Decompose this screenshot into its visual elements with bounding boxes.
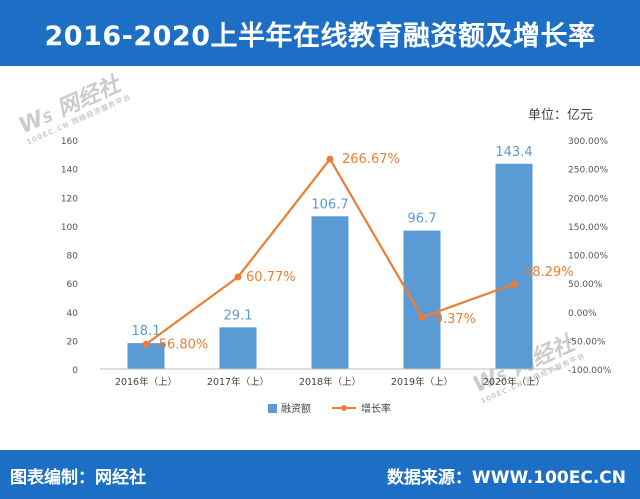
left-axis-tick-label: 140 bbox=[61, 166, 78, 176]
line-point bbox=[510, 280, 518, 288]
line-data-label: 266.67% bbox=[342, 152, 400, 167]
x-axis-tick-label: 2019年（上） bbox=[391, 376, 453, 388]
right-axis-tick-label: 100.00% bbox=[568, 252, 608, 262]
unit-label: 单位：亿元 bbox=[528, 108, 594, 123]
right-axis-tick-label: 300.00% bbox=[568, 137, 608, 147]
footer-source: 数据来源：WWW.100EC.CN bbox=[386, 468, 626, 488]
right-axis-tick-label: 250.00% bbox=[568, 166, 608, 176]
legend-bar-swatch bbox=[268, 404, 277, 413]
right-axis-tick-label: 200.00% bbox=[568, 194, 608, 204]
line-data-label: -9.37% bbox=[430, 312, 476, 327]
x-axis-tick-label: 2020年（上） bbox=[483, 376, 545, 388]
right-axis-tick-label: 150.00% bbox=[568, 223, 608, 233]
bar bbox=[311, 216, 349, 369]
line-data-label: 60.77% bbox=[246, 270, 296, 285]
line-data-label: 48.29% bbox=[524, 265, 574, 280]
chart-title: 2016-2020上半年在线教育融资额及增长率 bbox=[44, 20, 596, 52]
left-axis-tick-label: 20 bbox=[67, 337, 79, 347]
x-axis: 2016年（上） 2017年（上） 2018年（上） 2019年（上） 2020年（上） bbox=[100, 368, 560, 388]
right-y-axis: -100.00% -50.00% 0.00% 50.00% 100.00% 150.00%… bbox=[568, 137, 612, 376]
left-axis-tick-label: 40 bbox=[67, 309, 79, 319]
x-axis-tick-label: 2018年（上） bbox=[299, 376, 361, 388]
legend-line-marker bbox=[341, 405, 347, 411]
chart-title-banner: 2016-2020上半年在线教育融资额及增长率 bbox=[0, 0, 640, 66]
left-axis-tick-label: 80 bbox=[67, 252, 79, 262]
x-axis-tick-label: 2017年（上） bbox=[207, 376, 269, 388]
line-series: -56.80% 60.77% 266.67% -9.37% 48.29% bbox=[142, 152, 574, 352]
left-y-axis: 0 20 40 60 80 100 120 140 160 bbox=[61, 137, 78, 376]
left-axis-tick-label: 100 bbox=[61, 223, 78, 233]
left-axis-tick-label: 160 bbox=[61, 137, 78, 147]
bar-series: 18.1 29.1 106.7 96.7 143.4 bbox=[127, 145, 533, 369]
line-point bbox=[418, 313, 426, 321]
left-axis-tick-label: 60 bbox=[67, 280, 79, 290]
legend: 融资额 增长率 bbox=[268, 402, 391, 415]
bar bbox=[219, 327, 257, 369]
footer-banner: 图表编制：网经社 数据来源：WWW.100EC.CN bbox=[0, 450, 640, 499]
combo-chart: 0 20 40 60 80 100 120 140 160 -100.00% -50.00% 0.0… bbox=[61, 137, 612, 415]
legend-bar-label: 融资额 bbox=[281, 402, 311, 415]
bar-data-label: 29.1 bbox=[224, 308, 253, 323]
right-axis-tick-label: 0.00% bbox=[568, 309, 597, 319]
footer-credit: 图表编制：网经社 bbox=[10, 468, 146, 488]
right-axis-tick-label: -100.00% bbox=[568, 366, 612, 376]
left-axis-tick-label: 120 bbox=[61, 194, 78, 204]
bar-data-label: 18.1 bbox=[132, 324, 161, 339]
line-point bbox=[326, 155, 334, 163]
bar-data-label: 106.7 bbox=[311, 197, 348, 212]
x-axis-tick-label: 2016年（上） bbox=[115, 376, 177, 388]
right-axis-tick-label: 50.00% bbox=[568, 280, 603, 290]
right-axis-tick-label: -50.00% bbox=[568, 337, 606, 347]
legend-line-label: 增长率 bbox=[361, 402, 391, 415]
bar bbox=[495, 163, 533, 369]
bar-data-label: 96.7 bbox=[408, 212, 437, 227]
line-point bbox=[234, 273, 242, 281]
left-axis-tick-label: 0 bbox=[72, 366, 78, 376]
line-data-label: -56.80% bbox=[154, 337, 208, 352]
bar-data-label: 143.4 bbox=[495, 145, 532, 160]
bar bbox=[403, 230, 441, 369]
line-point bbox=[142, 340, 150, 348]
